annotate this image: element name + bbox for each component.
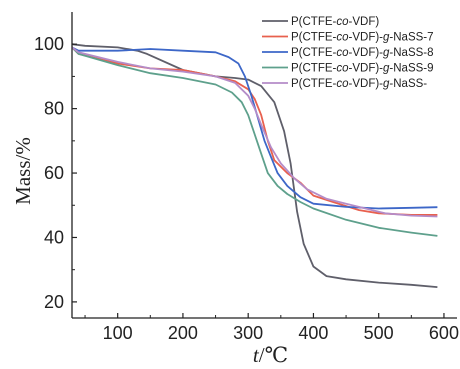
legend-label-part: co (336, 63, 349, 75)
legend-label-part: P(CTFE- (291, 16, 337, 28)
legend-label-part: P(CTFE- (291, 78, 337, 90)
legend-label-part: P(CTFE- (291, 47, 337, 59)
legend-label-part: -VDF)- (349, 47, 384, 59)
x-tick-label: 200 (168, 323, 198, 343)
legend-label-part: P(CTFE- (291, 63, 337, 75)
legend-label-part: -VDF)- (349, 63, 384, 75)
y-tick-label: 40 (44, 227, 64, 247)
legend: P(CTFE-co-VDF)P(CTFE-co-VDF)-g-NaSS-7P(C… (262, 16, 434, 90)
x-tick-label: 600 (429, 323, 459, 343)
legend-label-part: g (383, 78, 390, 90)
legend-label-part: g (383, 63, 390, 75)
x-tick-label: 100 (103, 323, 133, 343)
series-line-1 (71, 43, 438, 288)
legend-label-part: -VDF) (349, 16, 380, 28)
legend-label-2: P(CTFE-co-VDF)-g-NaSS-7 (291, 32, 434, 44)
x-axis-title: t/℃ (253, 343, 288, 367)
series-line-4 (71, 46, 438, 237)
y-tick-label: 20 (44, 292, 64, 312)
legend-label-part: g (383, 47, 390, 59)
legend-label-part: co (336, 78, 349, 90)
legend-label-part: -VDF)- (349, 78, 384, 90)
axes: 100 200 300 400 500 600 20 40 60 80 100 t/℃ Mass/% (11, 12, 459, 367)
legend-label-part: -NaSS-7 (389, 32, 433, 44)
legend-label-part: g (383, 32, 390, 44)
series-line-5 (71, 46, 438, 218)
legend-label-part: -NaSS-8 (389, 47, 433, 59)
legend-label-part: co (336, 32, 349, 44)
y-tick-label: 60 (44, 163, 64, 183)
legend-label-part: -NaSS- (389, 78, 427, 90)
x-axis-title-part: /℃ (259, 343, 288, 367)
legend-label-4: P(CTFE-co-VDF)-g-NaSS-9 (291, 63, 434, 75)
x-tick-label: 400 (298, 323, 328, 343)
y-tick-label: 80 (44, 99, 64, 119)
x-axis-title-part: t (253, 343, 260, 367)
legend-label-3: P(CTFE-co-VDF)-g-NaSS-8 (291, 47, 434, 59)
legend-label-5: P(CTFE-co-VDF)-g-NaSS- (291, 78, 427, 90)
series-lines (71, 43, 438, 288)
y-axis-title: Mass/% (11, 137, 35, 205)
legend-label-1: P(CTFE-co-VDF) (291, 16, 379, 28)
legend-label-part: co (336, 16, 349, 28)
legend-label-part: co (336, 47, 349, 59)
x-tick-label: 300 (233, 323, 263, 343)
x-tick-label: 500 (364, 323, 394, 343)
legend-label-part: P(CTFE- (291, 32, 337, 44)
legend-label-part: -NaSS-9 (389, 63, 433, 75)
legend-label-part: -VDF)- (349, 32, 384, 44)
y-tick-label: 100 (34, 34, 64, 54)
